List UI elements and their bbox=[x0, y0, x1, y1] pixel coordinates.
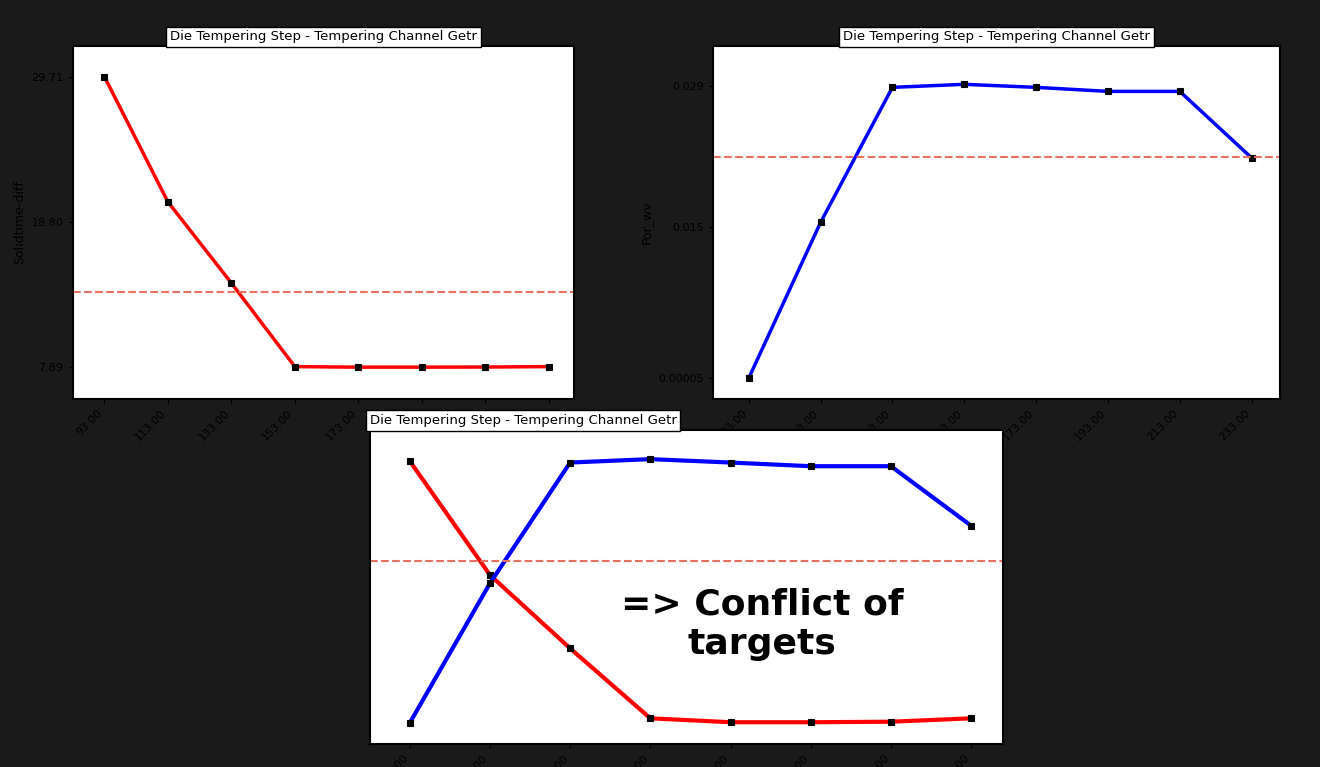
Text: Die Tempering Step - Tempering Channel Getr: Die Tempering Step - Tempering Channel G… bbox=[370, 414, 676, 427]
Y-axis label: Por_wv: Por_wv bbox=[640, 201, 652, 244]
Title: Die Tempering Step - Tempering Channel Getr: Die Tempering Step - Tempering Channel G… bbox=[170, 31, 477, 44]
Y-axis label: Solidtime-diff: Solidtime-diff bbox=[13, 180, 26, 265]
Title: Die Tempering Step - Tempering Channel Getr: Die Tempering Step - Tempering Channel G… bbox=[843, 31, 1150, 44]
Text: => Conflict of
targets: => Conflict of targets bbox=[622, 588, 904, 661]
